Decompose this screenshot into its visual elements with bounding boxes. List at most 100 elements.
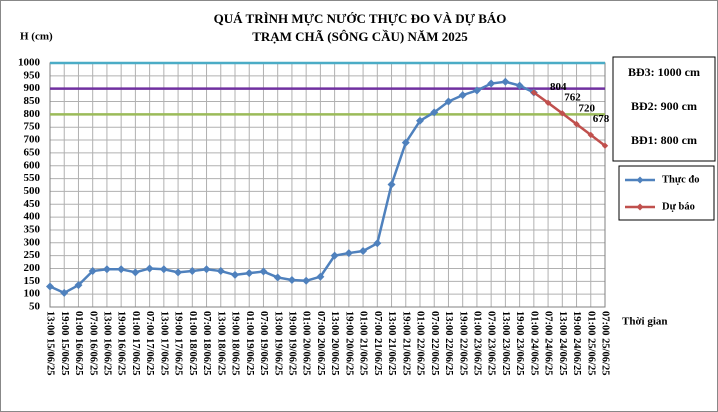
x-tick-label: 13:00 15/06/25 [45,311,56,375]
data-label: 678 [593,113,610,125]
marker [316,272,325,281]
marker [46,282,54,291]
y-tick-label: 150 [24,275,41,287]
data-label: 762 [564,92,581,104]
x-tick-label: 19:00 24/06/25 [571,311,582,375]
marker [117,265,126,274]
marker [216,267,225,276]
x-tick-label: 01:00 16/06/25 [73,311,84,375]
marker [530,89,538,96]
marker [587,131,594,139]
legend-marker [636,176,644,184]
x-tick-label: 07:00 23/06/25 [486,311,497,375]
marker [373,239,382,248]
y-tick-label: 700 [24,134,41,146]
marker [444,97,453,106]
y-tick-label: 100 [24,288,41,300]
x-tick-label: 19:00 15/06/25 [59,311,70,375]
marker [231,270,239,279]
x-tick-label: 01:00 25/06/25 [585,311,596,375]
marker [174,268,183,277]
marker [387,180,396,189]
marker [501,77,510,86]
y-tick-label: 300 [24,236,41,248]
marker [330,251,339,260]
threshold-label: BĐ1: 800 cm [631,133,697,147]
x-tick-label: 13:00 20/06/25 [329,311,340,375]
x-tick-label: 13:00 24/06/25 [557,311,568,375]
x-tick-label: 19:00 17/06/25 [173,311,184,375]
y-tick-label: 450 [24,198,41,210]
marker [401,138,410,147]
legend-label: Dự báo [662,201,695,212]
legend-label: Thực đo [662,174,700,185]
y-tick-label: 650 [24,146,41,158]
threshold-label: BĐ2: 900 cm [631,99,697,113]
x-tick-label: 01:00 24/06/25 [528,311,539,375]
y-tick-label: 1000 [18,57,41,69]
marker [259,267,268,276]
y-tick-label: 950 [24,69,41,81]
marker [287,276,296,285]
y-tick-label: 800 [24,108,41,120]
marker [302,276,311,285]
y-tick-label: 500 [24,185,41,197]
x-tick-label: 19:00 23/06/25 [514,311,525,375]
marker [88,267,97,276]
y-tick-label: 200 [24,262,41,274]
y-tick-label: 350 [24,223,41,235]
x-tick-label: 01:00 22/06/25 [415,311,426,375]
marker [202,265,211,274]
x-tick-label: 07:00 19/06/25 [258,311,269,375]
x-tick-label: 13:00 22/06/25 [443,311,454,375]
y-tick-label: 400 [24,211,41,223]
y-tick-label: 850 [24,95,41,107]
marker [544,99,552,107]
x-tick-label: 01:00 21/06/25 [358,311,369,375]
x-tick-label: 01:00 23/06/25 [472,311,483,375]
marker [472,86,481,95]
x-tick-label: 19:00 16/06/25 [116,311,127,375]
x-tick-label: 07:00 18/06/25 [201,311,212,375]
chart-subtitle: TRẠM CHÃ (SÔNG CẦU) NĂM 2025 [252,29,468,44]
marker [159,265,168,274]
x-tick-label: 13:00 19/06/25 [272,311,283,375]
marker [515,81,524,90]
x-tick-label: 13:00 17/06/25 [158,311,169,375]
y-axis-label: H (cm) [20,31,53,43]
data-label: 720 [579,102,596,114]
marker [102,265,111,274]
x-tick-label: 19:00 22/06/25 [457,311,468,375]
x-tick-label: 07:00 22/06/25 [429,311,440,375]
x-tick-label: 01:00 20/06/25 [301,311,312,375]
y-tick-label: 550 [24,172,41,184]
x-tick-label: 13:00 23/06/25 [500,311,511,375]
marker [131,268,140,277]
x-tick-label: 07:00 17/06/25 [144,311,155,375]
y-tick-label: 900 [24,82,41,94]
marker [559,110,566,117]
y-tick-label: 250 [24,249,41,261]
chart-title: QUÁ TRÌNH MỰC NƯỚC THỰC ĐO VÀ DỰ BÁO [214,11,507,26]
x-tick-label: 19:00 18/06/25 [230,311,241,375]
marker [487,79,496,88]
x-tick-label: 13:00 18/06/25 [215,311,226,375]
data-label: 804 [550,81,567,93]
x-tick-label: 07:00 20/06/25 [315,311,326,375]
marker [273,273,282,282]
x-tick-label: 13:00 21/06/25 [386,311,397,375]
marker [60,288,69,297]
marker [344,249,353,258]
threshold-label: BĐ3: 1000 cm [628,65,700,79]
x-tick-label: 07:00 16/06/25 [87,311,98,375]
marker [359,247,368,256]
marker [188,267,197,276]
x-tick-label: 07:00 25/06/25 [600,311,611,375]
x-tick-label: 01:00 18/06/25 [187,311,198,375]
series-line [533,91,606,147]
marker [245,269,254,278]
marker [601,142,609,149]
legend-box [618,165,715,221]
y-tick-label: 600 [24,159,41,171]
